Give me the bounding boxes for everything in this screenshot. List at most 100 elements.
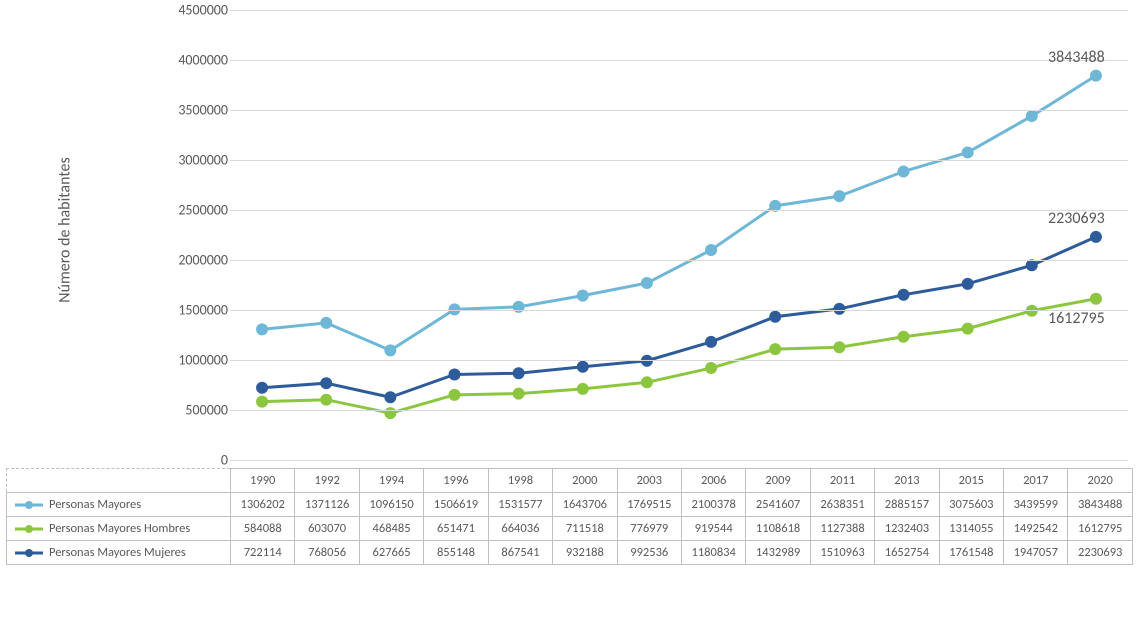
table-cell: 2541607 xyxy=(746,493,810,517)
table-cell: 1432989 xyxy=(746,541,810,565)
series-marker xyxy=(320,394,332,406)
table-cell: 2885157 xyxy=(875,493,939,517)
table-cell: 627665 xyxy=(359,541,423,565)
table-cell: 603070 xyxy=(295,517,359,541)
y-tick-label: 1000000 xyxy=(138,352,228,369)
y-tick-label: 0 xyxy=(138,452,228,469)
chart-svg xyxy=(230,10,1128,460)
series-marker xyxy=(1090,70,1102,82)
series-marker xyxy=(513,388,525,400)
series-marker xyxy=(898,331,910,343)
y-axis-title: Número de habitantes xyxy=(56,157,75,302)
table-cell: 468485 xyxy=(359,517,423,541)
series-marker xyxy=(962,146,974,158)
table-cell: 1531577 xyxy=(488,493,552,517)
table-cell: 3075603 xyxy=(939,493,1003,517)
table-cell: 3439599 xyxy=(1004,493,1068,517)
table-cell: 768056 xyxy=(295,541,359,565)
table-cell: 1127388 xyxy=(810,517,874,541)
table-header-cell: 2009 xyxy=(746,469,810,493)
table-cell: 2230693 xyxy=(1068,541,1132,565)
legend-label: Personas Mayores Mujeres xyxy=(49,545,186,560)
series-marker xyxy=(513,367,525,379)
table-cell: 855148 xyxy=(424,541,488,565)
series-marker xyxy=(384,407,396,419)
table-cell: 992536 xyxy=(617,541,681,565)
table-header-cell: 1994 xyxy=(359,469,423,493)
series-marker xyxy=(769,343,781,355)
table-header-cell: 1990 xyxy=(231,469,295,493)
series-marker xyxy=(705,362,717,374)
table-cell: 1096150 xyxy=(359,493,423,517)
gridline xyxy=(230,160,1128,161)
legend-cell: Personas Mayores Hombres xyxy=(7,517,231,541)
series-marker xyxy=(1026,259,1038,271)
y-tick-label: 500000 xyxy=(138,402,228,419)
table-header-cell: 2013 xyxy=(875,469,939,493)
table-header-cell: 2006 xyxy=(681,469,745,493)
table-cell: 711518 xyxy=(553,517,617,541)
table-header-cell: 1992 xyxy=(295,469,359,493)
legend-cell: Personas Mayores xyxy=(7,493,231,517)
series-marker xyxy=(320,317,332,329)
series-end-label: 1612795 xyxy=(1048,309,1105,328)
table-cell: 1180834 xyxy=(681,541,745,565)
gridline xyxy=(230,460,1128,461)
table-header-cell: 1998 xyxy=(488,469,552,493)
series-end-label: 3843488 xyxy=(1048,48,1105,67)
table-cell: 1492542 xyxy=(1004,517,1068,541)
gridline xyxy=(230,210,1128,211)
y-tick-label: 2500000 xyxy=(138,202,228,219)
table-header-cell: 2020 xyxy=(1068,469,1132,493)
table-cell: 1761548 xyxy=(939,541,1003,565)
plot-area xyxy=(230,10,1128,460)
y-tick-label: 4500000 xyxy=(138,2,228,19)
table-cell: 664036 xyxy=(488,517,552,541)
series-marker xyxy=(641,277,653,289)
y-tick-label: 4000000 xyxy=(138,52,228,69)
series-marker xyxy=(1026,110,1038,122)
legend-swatch xyxy=(15,523,43,535)
legend-label: Personas Mayores xyxy=(49,497,141,512)
table-header-cell: 2015 xyxy=(939,469,1003,493)
series-marker xyxy=(256,382,268,394)
y-tick-label: 3000000 xyxy=(138,152,228,169)
y-tick-label: 3500000 xyxy=(138,102,228,119)
series-marker xyxy=(449,368,461,380)
series-marker xyxy=(833,190,845,202)
series-marker xyxy=(513,301,525,313)
table-cell: 3843488 xyxy=(1068,493,1132,517)
series-marker xyxy=(898,289,910,301)
series-end-label: 2230693 xyxy=(1048,209,1105,228)
table-cell: 2100378 xyxy=(681,493,745,517)
table-cell: 651471 xyxy=(424,517,488,541)
series-marker xyxy=(833,303,845,315)
table-cell: 1371126 xyxy=(295,493,359,517)
table-header-cell: 2003 xyxy=(617,469,681,493)
series-marker xyxy=(705,336,717,348)
table-cell: 867541 xyxy=(488,541,552,565)
legend-label: Personas Mayores Hombres xyxy=(49,521,190,536)
table-cell: 932188 xyxy=(553,541,617,565)
table-cell: 1643706 xyxy=(553,493,617,517)
table-cell: 776979 xyxy=(617,517,681,541)
legend-cell: Personas Mayores Mujeres xyxy=(7,541,231,565)
legend-swatch xyxy=(15,547,43,559)
series-marker xyxy=(256,396,268,408)
table-cell: 1506619 xyxy=(424,493,488,517)
gridline xyxy=(230,60,1128,61)
series-marker xyxy=(705,244,717,256)
table-cell: 1306202 xyxy=(231,493,295,517)
series-marker xyxy=(384,344,396,356)
table-cell: 1612795 xyxy=(1068,517,1132,541)
series-marker xyxy=(1090,293,1102,305)
series-marker xyxy=(577,361,589,373)
table-header-cell: 2000 xyxy=(553,469,617,493)
gridline xyxy=(230,260,1128,261)
table-cell: 1947057 xyxy=(1004,541,1068,565)
gridline xyxy=(230,10,1128,11)
table-cell: 584088 xyxy=(231,517,295,541)
table-cell: 722114 xyxy=(231,541,295,565)
table-cell: 1769515 xyxy=(617,493,681,517)
table-cell: 1314055 xyxy=(939,517,1003,541)
